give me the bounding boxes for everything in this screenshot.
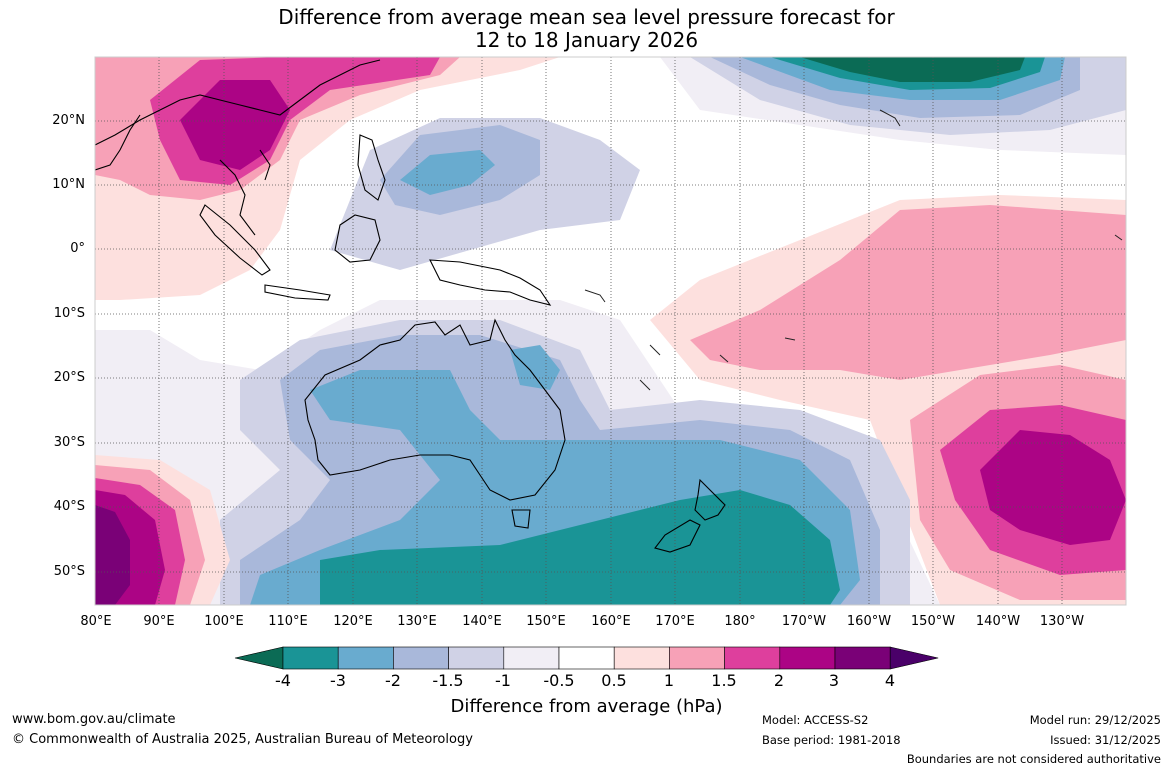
pressure-anomaly-map (94, 56, 1127, 670)
lon-label-110e: 110°E (268, 614, 308, 629)
australia-coastline (304, 318, 566, 501)
colorbar-segment (558, 646, 615, 670)
map-title-line1: Difference from average mean sea level p… (278, 5, 895, 29)
borneo-coastline (334, 214, 381, 263)
colorbar-tick-label: 4 (884, 671, 896, 690)
colorbar-segment (834, 646, 891, 670)
lat-label-10n: 10°N (52, 177, 85, 192)
copyright-text: © Commonwealth of Australia 2025, Austra… (12, 732, 473, 747)
lon-label-140w: 140°W (975, 614, 1021, 629)
colorbar-segment (393, 646, 449, 670)
model-run-date: Model run: 29/12/2025 (1029, 713, 1161, 727)
lat-label-50s: 50°S (53, 564, 85, 579)
graticule (95, 57, 1126, 605)
lon-label-180: 180° (724, 614, 756, 629)
colorbar-segment (503, 646, 560, 670)
colorbar-segment (337, 646, 394, 670)
colorbar-segment (282, 646, 339, 670)
lon-label-90e: 90°E (143, 614, 175, 629)
colorbar-tick-label: -1 (495, 671, 511, 690)
colorbar-tick-label: -1.5 (432, 671, 464, 690)
colorbar-tick-label: 3 (828, 671, 840, 690)
colorbar (234, 646, 939, 670)
colorbar-tick-label: 1 (663, 671, 675, 690)
lon-label-120e: 120°E (333, 614, 373, 629)
colorbar-title: Difference from average (hPa) (450, 696, 723, 717)
lat-label-0: 0° (70, 241, 85, 256)
philippines-coastline (357, 134, 386, 201)
colorbar-segment (448, 646, 505, 670)
lon-label-140e: 140°E (462, 614, 502, 629)
new-zealand-coastline (654, 478, 726, 553)
colorbar-tick-label: -0.5 (543, 671, 575, 690)
colorbar-segment (724, 646, 781, 670)
lat-label-20n: 20°N (52, 113, 85, 128)
model-name: Model: ACCESS-S2 (762, 713, 869, 727)
coastlines (95, 59, 726, 553)
base-period: Base period: 1981-2018 (762, 733, 901, 747)
lat-label-40s: 40°S (53, 499, 85, 514)
colorbar-segment (613, 646, 670, 670)
lon-label-130e: 130°E (397, 614, 437, 629)
colorbar-arrow-max (889, 646, 939, 670)
lat-label-20s: 20°S (53, 370, 85, 385)
colorbar-tick-label: 0.5 (601, 671, 627, 690)
sumatra-coastline (199, 204, 271, 276)
new-guinea-coastline (429, 259, 552, 306)
lat-label-10s: 10°S (53, 306, 85, 321)
colorbar-tick-label: 1.5 (711, 671, 737, 690)
lon-label-150e: 150°E (526, 614, 566, 629)
colorbar-segment (669, 646, 725, 670)
colorbar-tick-label: -4 (275, 671, 291, 690)
java-coastline (264, 284, 331, 301)
lon-label-170w: 170°W (781, 614, 827, 629)
lon-label-130w: 130°W (1039, 614, 1085, 629)
lon-label-80e: 80°E (80, 614, 112, 629)
map-title-line2: 12 to 18 January 2026 (474, 28, 699, 52)
issued-date: Issued: 31/12/2025 (1050, 733, 1161, 747)
lon-label-100e: 100°E (204, 614, 244, 629)
tasmania-coastline (511, 509, 531, 529)
lon-label-150w: 150°W (910, 614, 956, 629)
colorbar-segment (779, 646, 836, 670)
lon-label-160e: 160°E (591, 614, 631, 629)
southeast-asia-coastline (95, 59, 381, 236)
pacific-islands (584, 109, 1123, 391)
india-coastline (95, 114, 141, 171)
lon-label-160w: 160°W (846, 614, 892, 629)
colorbar-tick-label: -3 (330, 671, 346, 690)
colorbar-tick-label: 2 (773, 671, 785, 690)
colorbar-tick-label: -2 (385, 671, 401, 690)
lat-label-30s: 30°S (53, 435, 85, 450)
boundary-disclaimer: Boundaries are not considered authoritat… (906, 752, 1161, 766)
website-link[interactable]: www.bom.gov.au/climate (12, 712, 176, 727)
colorbar-arrow-min (234, 646, 284, 670)
lon-label-170e: 170°E (655, 614, 695, 629)
